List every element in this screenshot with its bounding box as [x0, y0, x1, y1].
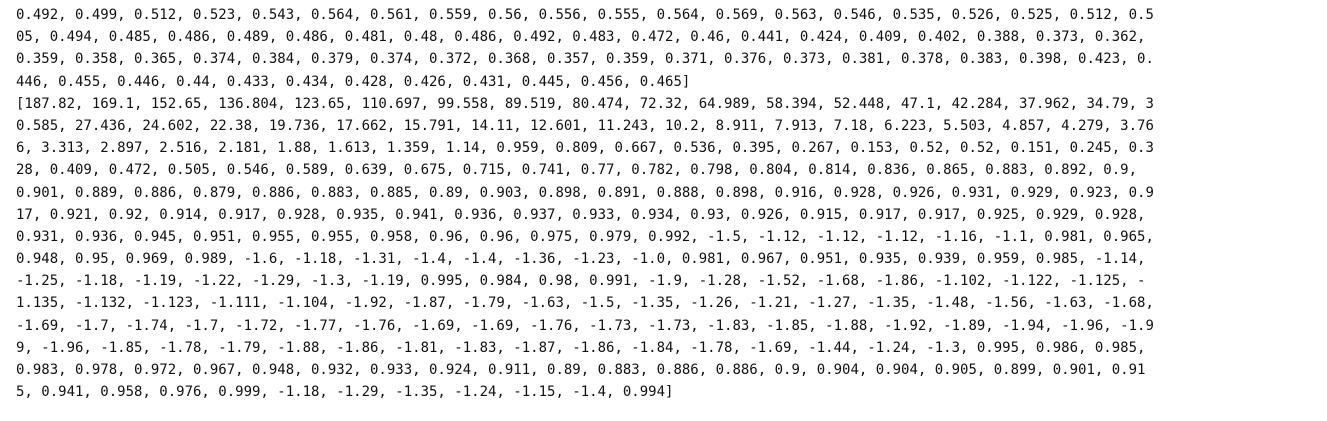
output-line: 0.931, 0.936, 0.945, 0.951, 0.955, 0.955…: [16, 228, 1154, 245]
output-line: 05, 0.494, 0.485, 0.486, 0.489, 0.486, 0…: [16, 29, 1146, 46]
output-line: 28, 0.409, 0.472, 0.505, 0.546, 0.589, 0…: [16, 162, 1138, 179]
output-line: 0.359, 0.358, 0.365, 0.374, 0.384, 0.379…: [16, 51, 1154, 68]
output-line: 5, 0.941, 0.958, 0.976, 0.999, -1.18, -1…: [16, 384, 674, 401]
output-line: 1.135, -1.132, -1.123, -1.111, -1.104, -…: [16, 295, 1154, 312]
output-line: 9, -1.96, -1.85, -1.78, -1.79, -1.88, -1…: [16, 339, 1146, 356]
output-line: 6, 3.313, 2.897, 2.516, 2.181, 1.88, 1.6…: [16, 140, 1154, 157]
output-line: 0.983, 0.978, 0.972, 0.967, 0.948, 0.932…: [16, 362, 1146, 378]
output-line: 0.948, 0.95, 0.969, 0.989, -1.6, -1.18, …: [16, 251, 1146, 268]
output-line: 0.585, 27.436, 24.602, 22.38, 19.736, 17…: [16, 117, 1154, 134]
output-line: [187.82, 169.1, 152.65, 136.804, 123.65,…: [16, 95, 1154, 112]
output-line: 17, 0.921, 0.92, 0.914, 0.917, 0.928, 0.…: [16, 206, 1146, 223]
output-line: 0.492, 0.499, 0.512, 0.523, 0.543, 0.564…: [16, 7, 1154, 23]
output-line: 0.901, 0.889, 0.886, 0.879, 0.886, 0.883…: [16, 184, 1154, 201]
output-line: 446, 0.455, 0.446, 0.44, 0.433, 0.434, 0…: [16, 73, 691, 90]
output-line: -1.25, -1.18, -1.19, -1.22, -1.29, -1.3,…: [16, 273, 1146, 290]
output-line: -1.69, -1.7, -1.74, -1.7, -1.72, -1.77, …: [16, 317, 1154, 334]
